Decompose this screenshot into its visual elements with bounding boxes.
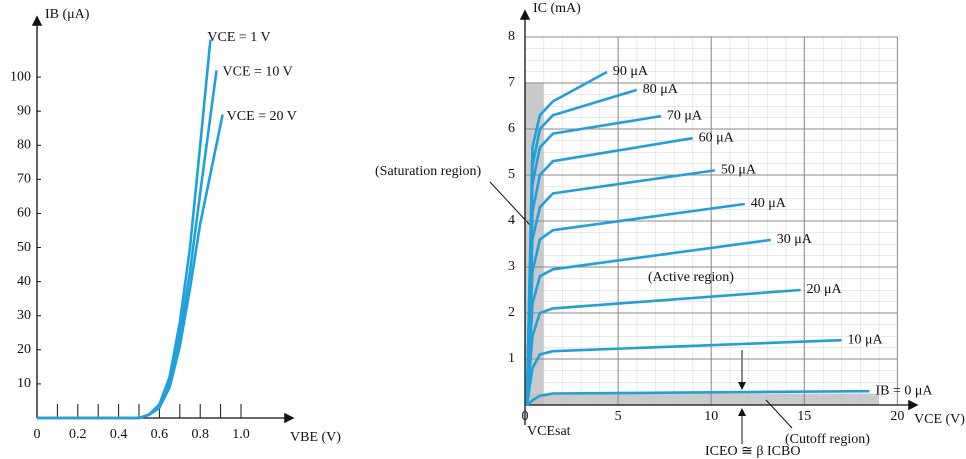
annotation: (Active region)	[648, 270, 734, 285]
y-tick-label: 3	[508, 259, 515, 274]
series-label: 70 μA	[667, 108, 703, 123]
series-line	[37, 39, 212, 420]
y-tick-label: 4	[508, 213, 515, 228]
series-label: 60 μA	[699, 130, 735, 145]
x-tick-label: 0.4	[110, 427, 128, 442]
series-label: 30 μA	[777, 232, 813, 247]
x-tick-label: 10	[704, 409, 718, 424]
series-line	[525, 338, 842, 406]
series-label: VCE = 10 V	[223, 64, 293, 79]
annotation: (Saturation region)	[375, 164, 481, 179]
series-line	[525, 70, 608, 406]
x-tick-label: 0.8	[191, 427, 209, 442]
series-label: 50 μA	[721, 163, 757, 178]
x-tick-label: 15	[797, 409, 811, 424]
y-tick-label: 2	[508, 305, 515, 320]
x-tick-label: 0.6	[151, 427, 169, 442]
y-axis-label: IB (μA)	[45, 7, 90, 22]
series-label: VCE = 20 V	[227, 109, 297, 124]
x-axis-label: VCE (V)	[914, 412, 965, 427]
series-label: IB = 0 μA	[875, 383, 933, 398]
annotation: VCEsat	[527, 424, 571, 439]
series-line	[526, 389, 870, 407]
series-line	[37, 114, 224, 420]
pointer	[489, 181, 531, 226]
x-tick-label: 20	[890, 409, 904, 424]
y-tick-label: 100	[10, 69, 31, 84]
cutoff-region	[525, 394, 879, 405]
x-tick-label: 1.0	[232, 427, 250, 442]
series-label: 10 μA	[848, 332, 884, 347]
series-label: 40 μA	[751, 196, 787, 211]
x-tick-label: 0	[34, 427, 41, 442]
x-axis-label: VBE (V)	[290, 430, 341, 445]
x-tick-label: 5	[615, 409, 622, 424]
series-label: 90 μA	[613, 64, 649, 79]
y-tick-label: 60	[17, 206, 31, 221]
y-tick-label: 1	[508, 351, 515, 366]
y-tick-label: 80	[17, 137, 31, 152]
annotation: ICEO ≅ β ICBO	[705, 444, 800, 459]
y-tick-label: 5	[508, 167, 515, 182]
y-tick-label: 10	[17, 376, 31, 391]
y-axis-label: IC (mA)	[533, 1, 581, 16]
y-tick-label: 40	[17, 274, 31, 289]
y-tick-label: 7	[508, 75, 515, 90]
y-tick-label: 8	[508, 29, 515, 44]
x-tick-label: 0.2	[69, 427, 87, 442]
y-tick-label: 70	[17, 172, 31, 187]
y-tick-label: 90	[17, 103, 31, 118]
annotation: (Cutoff region)	[785, 432, 870, 447]
series-label: 80 μA	[643, 82, 679, 97]
y-tick-label: 50	[17, 240, 31, 255]
y-tick-label: 30	[17, 308, 31, 323]
series-label: 20 μA	[807, 282, 843, 297]
series-label: VCE = 1 V	[207, 30, 270, 45]
y-tick-label: 20	[17, 342, 31, 357]
y-tick-label: 6	[508, 121, 515, 136]
